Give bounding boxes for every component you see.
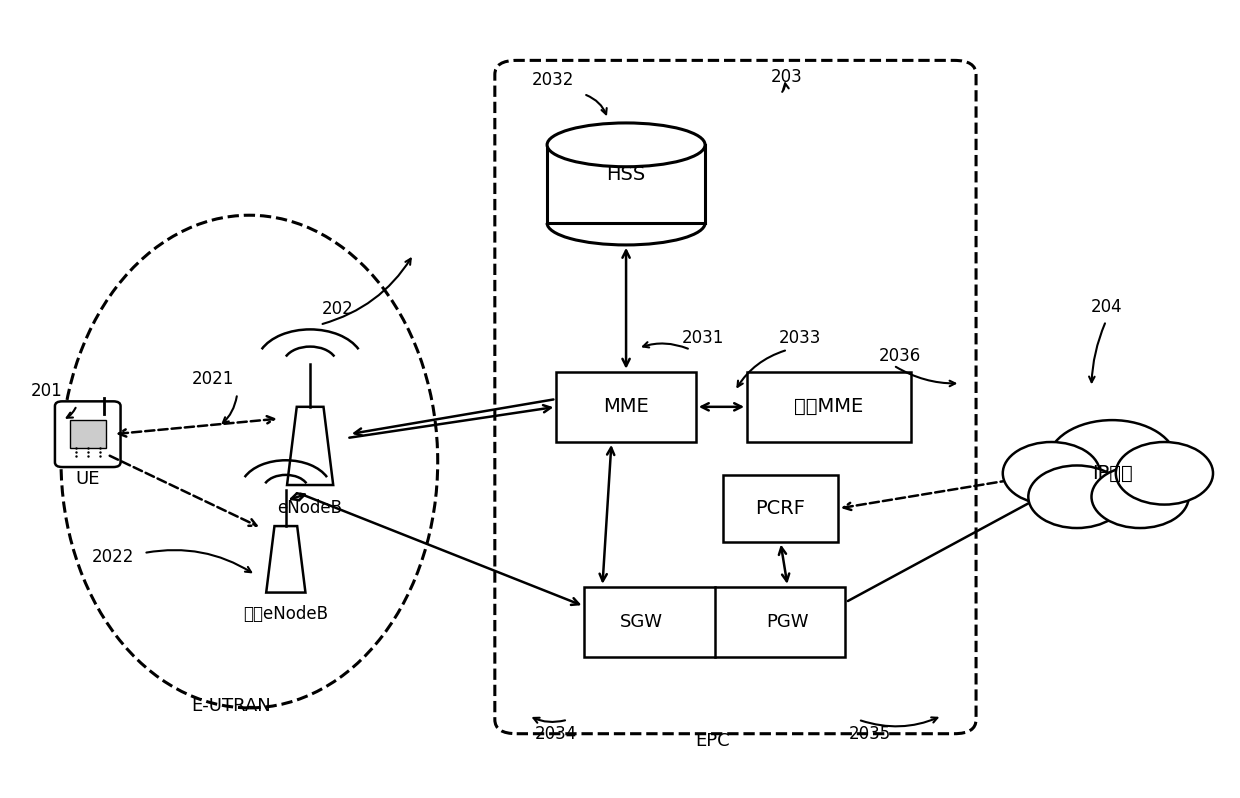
Text: EPC: EPC xyxy=(696,732,729,750)
Text: E-UTRAN: E-UTRAN xyxy=(191,697,272,714)
Text: 其它MME: 其它MME xyxy=(795,397,863,417)
Polygon shape xyxy=(267,526,305,593)
Circle shape xyxy=(1091,465,1189,528)
FancyBboxPatch shape xyxy=(723,476,838,542)
Text: HSS: HSS xyxy=(606,165,646,184)
Text: 2022: 2022 xyxy=(92,548,134,566)
FancyBboxPatch shape xyxy=(69,420,105,448)
Circle shape xyxy=(1028,465,1126,528)
FancyBboxPatch shape xyxy=(55,401,120,467)
Text: 2031: 2031 xyxy=(682,329,724,347)
Text: eNodeB: eNodeB xyxy=(278,500,342,517)
Text: PCRF: PCRF xyxy=(755,499,806,518)
Text: SGW: SGW xyxy=(620,613,663,631)
Text: 2032: 2032 xyxy=(532,71,574,89)
Text: 2036: 2036 xyxy=(878,347,920,365)
Text: 2034: 2034 xyxy=(534,725,577,743)
Text: PGW: PGW xyxy=(766,613,808,631)
Text: 203: 203 xyxy=(770,68,802,86)
Text: 2021: 2021 xyxy=(192,370,234,389)
Text: 其它eNodeB: 其它eNodeB xyxy=(243,605,329,623)
Text: 201: 201 xyxy=(31,382,62,400)
Text: 204: 204 xyxy=(1090,298,1122,316)
Text: UE: UE xyxy=(76,470,100,488)
Text: MME: MME xyxy=(603,397,649,417)
Circle shape xyxy=(1003,442,1100,504)
Text: 2035: 2035 xyxy=(849,725,892,743)
Polygon shape xyxy=(286,407,334,485)
Ellipse shape xyxy=(547,123,706,167)
Polygon shape xyxy=(547,145,706,223)
Ellipse shape xyxy=(61,215,438,708)
FancyBboxPatch shape xyxy=(584,587,846,657)
Circle shape xyxy=(1048,420,1177,503)
Circle shape xyxy=(1116,442,1213,504)
Text: 2033: 2033 xyxy=(779,329,821,347)
FancyBboxPatch shape xyxy=(746,372,911,442)
FancyBboxPatch shape xyxy=(495,61,976,733)
Text: IP业务: IP业务 xyxy=(1091,464,1132,483)
FancyBboxPatch shape xyxy=(557,372,696,442)
Text: 202: 202 xyxy=(322,300,353,318)
